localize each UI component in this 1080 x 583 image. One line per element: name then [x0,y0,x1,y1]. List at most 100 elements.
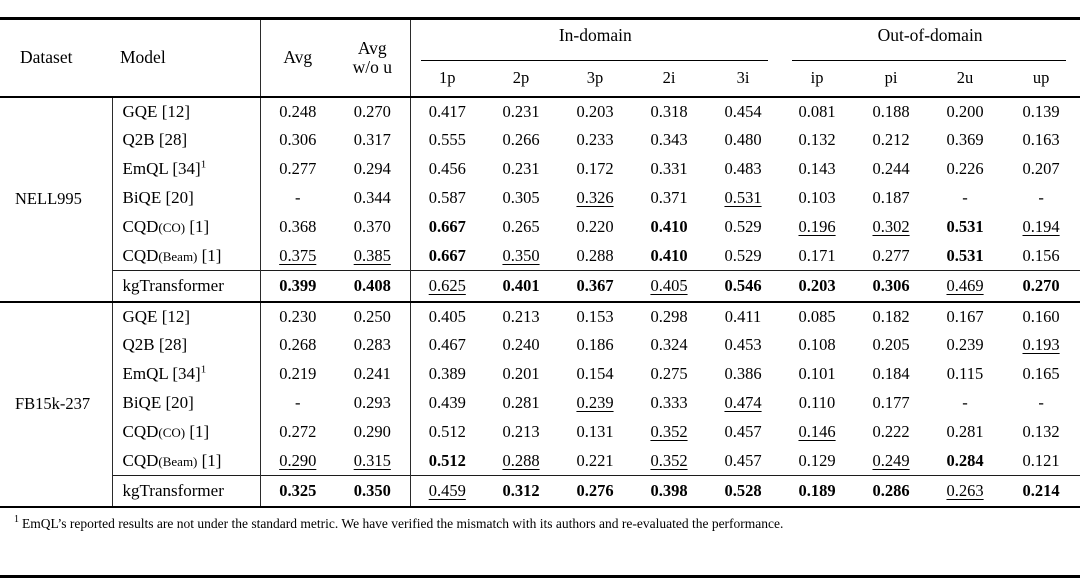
metric-value: 0.115 [946,364,984,383]
value-cell: 0.239 [928,331,1002,360]
metric-value: 0.350 [502,245,540,265]
metric-value: 0.163 [1022,130,1060,149]
metric-value: 0.350 [353,480,391,500]
value-cell: 0.132 [1002,418,1080,447]
value-cell: 0.205 [854,331,928,360]
metric-value: 0.405 [428,306,466,326]
metric-value: 0.172 [576,159,614,178]
metric-value: 0.386 [724,364,762,383]
metric-value: 0.081 [798,101,836,121]
metric-value: 0.531 [946,217,984,236]
metric-value: 0.369 [946,130,984,149]
value-cell: 0.667 [409,241,484,271]
metric-value: 0.212 [872,130,910,149]
metric-value: 0.203 [576,101,614,121]
value-cell: 0.298 [632,300,706,331]
metric-value: 0.207 [1022,159,1060,178]
metric-value: 0.220 [576,217,614,236]
metric-value: 0.167 [946,306,984,326]
value-cell: - [259,388,335,418]
metric-value: 0.231 [502,159,540,178]
metric-value: 0.312 [502,480,540,500]
value-cell: 0.177 [854,389,928,418]
metric-value: 0.529 [724,245,762,265]
model-name: GQE [122,306,158,326]
metric-value: 0.171 [798,245,836,265]
model-row: Q2B [28] 0.268 0.283 0.467 0.240 0.186 0.324 0.… [0,330,1080,360]
metric-value: 0.546 [724,275,762,295]
metric-value: 0.139 [1022,101,1060,121]
model-row: Q2B [28] 0.306 0.317 0.555 0.266 0.233 0.343 0.… [0,125,1080,155]
metric-value: 0.249 [872,450,910,470]
value-cell: 0.101 [780,360,854,389]
value-cell: 0.121 [1002,447,1080,476]
value-cell: 0.667 [409,212,484,242]
metric-value: 0.389 [428,364,466,383]
value-cell: 0.103 [780,184,854,213]
metric-value: 0.276 [576,480,614,500]
value-cell: 0.231 [484,155,558,184]
model-cell: kgTransformer [111,475,260,507]
value-cell: 0.196 [780,213,854,242]
value-cell: 0.529 [706,213,780,242]
value-cell: 0.203 [780,270,855,302]
metric-value: 0.370 [353,217,391,236]
avg-wo-u-line1: Avg [357,37,387,58]
metric-value: 0.110 [798,393,836,412]
footnote-marker: 1 [14,514,19,525]
value-cell: 0.241 [335,360,410,389]
model-variant: (Beam) [158,453,198,469]
value-cell: 0.240 [484,331,558,360]
metric-value: 0.367 [576,275,614,295]
value-cell: 0.272 [259,417,335,447]
metric-value: 0.457 [724,450,762,470]
model-cell: CQD(CO) [1] [111,417,260,447]
value-cell: 0.512 [409,446,484,476]
model-row: FB15k-237 GQE [12] 0.230 0.250 0.405 0.213 0.1… [0,300,1080,507]
value-cell: 0.182 [854,300,929,331]
value-cell: 0.203 [558,97,632,126]
metric-value: 0.326 [576,188,614,207]
value-cell: 0.315 [335,447,410,476]
metric-value: 0.290 [279,450,317,470]
metric-value: 0.129 [798,450,836,470]
model-name: EmQL [122,159,169,178]
metric-value: 0.239 [576,393,614,412]
metric-value: 0.240 [502,335,540,354]
metric-value: 0.306 [279,130,317,149]
metric-value: 0.250 [353,306,391,326]
metric-value: 0.241 [353,364,391,383]
metric-value: 0.410 [650,217,688,236]
model-row: EmQL [34]1 0.219 0.241 0.389 0.201 0.154 0.275… [0,359,1080,389]
metric-value: 0.286 [872,480,910,500]
metric-value: 0.200 [946,101,984,121]
metric-value: 0.270 [1022,275,1060,295]
value-cell: 0.417 [409,96,484,126]
value-cell: 0.226 [928,155,1002,184]
value-cell: 0.167 [928,300,1003,331]
metric-value: 0.213 [502,422,540,441]
out-of-domain-label: Out-of-domain [877,24,983,45]
value-cell: 0.457 [706,418,780,447]
value-cell: 0.531 [928,242,1002,271]
model-name: BiQE [122,393,162,412]
metric-value: 0.165 [1022,364,1060,383]
value-cell: 0.188 [854,97,928,126]
value-cell: 0.454 [706,97,780,126]
metric-value: 0.281 [502,393,540,412]
value-cell: 0.344 [335,184,410,213]
col-header-2p: 2p [512,68,530,87]
value-cell: 0.290 [335,418,410,447]
model-row: EmQL [34]1 0.277 0.294 0.456 0.231 0.172 0.331… [0,154,1080,184]
value-cell: 0.512 [409,417,484,447]
col-header-2u: 2u [956,68,974,87]
value-cell: 0.266 [484,126,558,155]
value-cell: 0.531 [706,184,780,213]
metric-value: 0.352 [650,422,688,441]
value-cell: 0.469 [928,270,1003,302]
metric-value: 0.352 [650,450,688,470]
value-cell: 0.277 [259,154,335,184]
value-cell: 0.277 [854,242,928,271]
value-cell: 0.467 [409,330,484,360]
metric-value: 0.306 [872,275,910,295]
